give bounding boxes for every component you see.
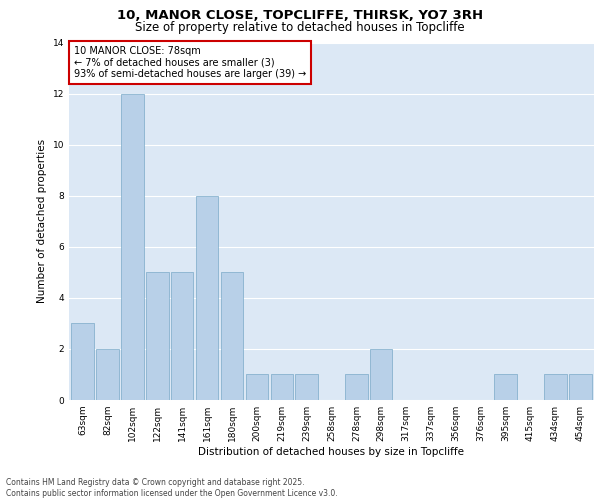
Bar: [569, 374, 592, 400]
Text: 10 MANOR CLOSE: 78sqm
← 7% of detached houses are smaller (3)
93% of semi-detach: 10 MANOR CLOSE: 78sqm ← 7% of detached h…: [74, 46, 307, 80]
Bar: [146, 272, 169, 400]
Bar: [97, 349, 119, 400]
Bar: [345, 374, 368, 400]
Bar: [245, 374, 268, 400]
Bar: [544, 374, 566, 400]
X-axis label: Distribution of detached houses by size in Topcliffe: Distribution of detached houses by size …: [199, 447, 464, 457]
Bar: [494, 374, 517, 400]
Bar: [271, 374, 293, 400]
Text: Size of property relative to detached houses in Topcliffe: Size of property relative to detached ho…: [135, 22, 465, 35]
Y-axis label: Number of detached properties: Number of detached properties: [37, 139, 47, 304]
Bar: [171, 272, 193, 400]
Bar: [370, 349, 392, 400]
Bar: [121, 94, 143, 400]
Text: 10, MANOR CLOSE, TOPCLIFFE, THIRSK, YO7 3RH: 10, MANOR CLOSE, TOPCLIFFE, THIRSK, YO7 …: [117, 9, 483, 22]
Bar: [295, 374, 318, 400]
Bar: [71, 324, 94, 400]
Bar: [221, 272, 243, 400]
Bar: [196, 196, 218, 400]
Text: Contains HM Land Registry data © Crown copyright and database right 2025.
Contai: Contains HM Land Registry data © Crown c…: [6, 478, 338, 498]
